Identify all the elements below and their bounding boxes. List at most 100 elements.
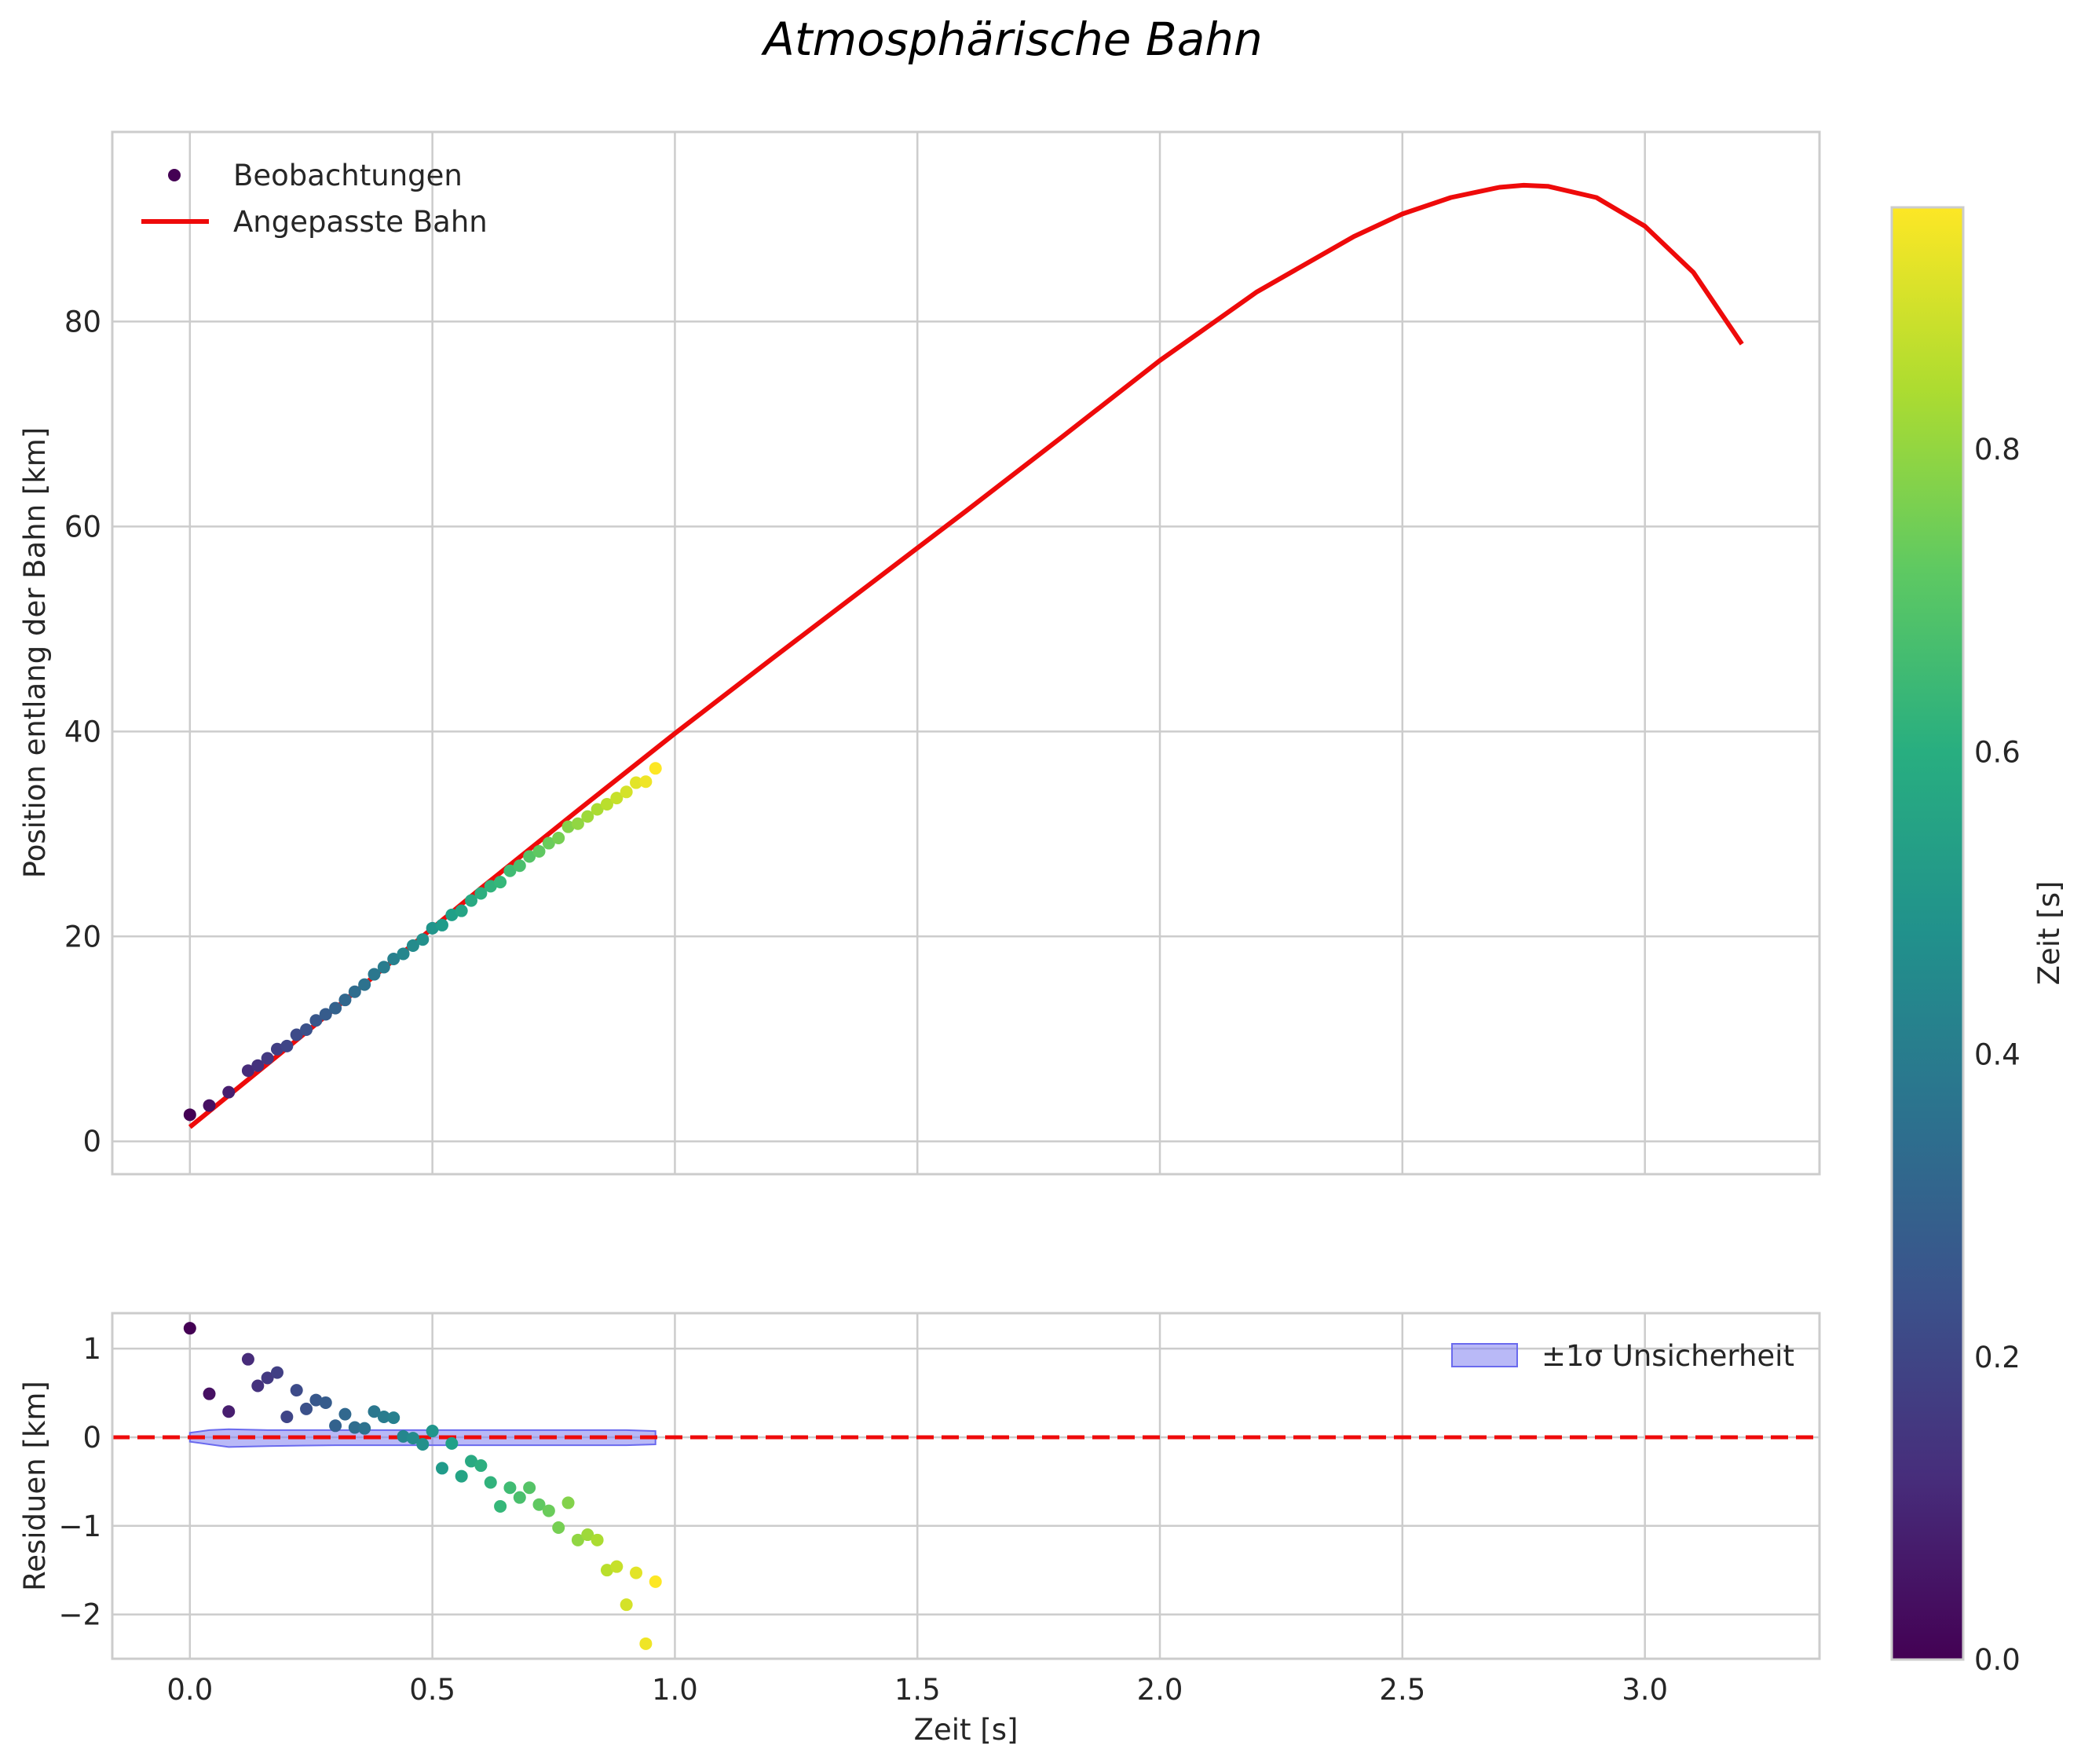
observation-point <box>571 817 584 830</box>
residual-point <box>639 1637 653 1650</box>
observation-point <box>561 820 575 833</box>
x-tick-label: 2.5 <box>1379 1673 1425 1707</box>
observation-point <box>445 908 459 921</box>
observation-point <box>387 952 400 965</box>
residual-point <box>387 1411 400 1425</box>
residual-point <box>406 1432 419 1445</box>
residuals-legend: ±1σ Unsicherheit <box>1451 1339 1794 1373</box>
residual-point <box>397 1429 410 1443</box>
observation-point <box>261 1052 274 1065</box>
observation-point <box>368 968 381 981</box>
main-y-tick-label: 20 <box>64 920 101 953</box>
residual-point <box>484 1476 497 1489</box>
residual-point <box>455 1469 468 1483</box>
residual-point <box>552 1521 565 1535</box>
residual-point <box>435 1462 448 1475</box>
residual-point <box>523 1481 536 1495</box>
observation-point <box>465 894 478 907</box>
x-tick-label: 0.0 <box>166 1673 213 1707</box>
residual-point <box>358 1422 371 1435</box>
observation-point <box>435 918 448 931</box>
observation-point <box>397 947 410 961</box>
main-y-tick-label: 0 <box>82 1125 101 1158</box>
residual-point <box>319 1396 332 1409</box>
observation-point <box>484 880 497 893</box>
x-tick-label: 3.0 <box>1622 1673 1668 1707</box>
residual-point <box>465 1455 478 1468</box>
fitted-trajectory-line <box>188 182 1744 1129</box>
colorbar-tick-label: 0.4 <box>1974 1038 2021 1072</box>
observation-point <box>503 864 517 877</box>
observation-point <box>610 792 624 805</box>
residual-point <box>474 1459 488 1473</box>
residual-point <box>591 1533 604 1546</box>
main-axes-frame <box>111 130 1821 1176</box>
observation-point <box>338 994 352 1007</box>
colorbar-tick-label: 0.2 <box>1974 1341 2021 1374</box>
residual-point <box>290 1384 303 1397</box>
x-tick-label: 0.5 <box>409 1673 455 1707</box>
x-tick-label: 1.0 <box>652 1673 698 1707</box>
observation-point <box>532 844 546 858</box>
legend-label-observations: Beobachtungen <box>233 159 463 192</box>
observation-point <box>329 1001 342 1015</box>
colorbar-label: Zeit [s] <box>2032 881 2066 986</box>
residual-point <box>513 1491 526 1504</box>
observation-point <box>581 810 594 823</box>
observation-point <box>319 1008 332 1021</box>
residual-point <box>270 1366 283 1379</box>
observation-point <box>406 939 419 953</box>
colorbar-tick-label: 0.8 <box>1974 433 2021 467</box>
residual-point <box>309 1393 323 1407</box>
residual-point <box>561 1496 575 1510</box>
colorbar-tick-label: 0.0 <box>1974 1643 2021 1677</box>
observation-point <box>620 785 633 799</box>
residual-point <box>251 1379 265 1393</box>
residual-point <box>532 1498 546 1511</box>
observation-point <box>300 1023 313 1037</box>
colorbar-ticks: 0.0 0.2 0.4 0.6 0.8 <box>1974 433 2021 1677</box>
observation-point <box>455 904 468 917</box>
residuals-x-ticks: 0.0 0.5 1.0 1.5 2.0 2.5 3.0 <box>166 1673 1668 1707</box>
observation-point <box>183 1108 196 1122</box>
residuals-y-ticks: −2 −1 0 1 <box>58 1332 101 1631</box>
observation-point <box>513 859 526 873</box>
residual-point <box>503 1481 517 1495</box>
residual-point <box>600 1564 613 1577</box>
residual-point <box>377 1411 390 1423</box>
observation-point <box>494 876 507 889</box>
main-legend: Beobachtungen Angepasste Bahn <box>141 159 488 239</box>
res-y-tick-label: −1 <box>58 1510 101 1543</box>
colorbar: 0.0 0.2 0.4 0.6 0.8 Zeit [s] <box>1890 206 2066 1677</box>
observation-point <box>309 1014 323 1027</box>
observation-point <box>552 832 565 845</box>
residual-point <box>630 1566 643 1579</box>
residual-point <box>542 1504 555 1517</box>
residual-point <box>222 1405 236 1418</box>
observation-point <box>542 836 555 850</box>
observation-point <box>416 933 430 946</box>
colorbar-gradient <box>1890 206 1965 1661</box>
res-y-tick-label: 0 <box>82 1421 101 1455</box>
main-y-tick-label: 80 <box>64 305 101 339</box>
residual-point <box>426 1425 439 1438</box>
legend-marker-observations <box>168 169 181 181</box>
observation-point <box>251 1059 265 1072</box>
residual-point <box>348 1421 361 1434</box>
residual-point <box>610 1560 624 1573</box>
main-y-tick-label: 60 <box>64 510 101 543</box>
main-y-axis-label: Position entlang der Bahn [km] <box>18 427 52 878</box>
residual-point <box>329 1419 342 1433</box>
residual-point <box>571 1533 584 1546</box>
residual-point <box>261 1371 274 1385</box>
observation-point <box>649 762 662 775</box>
residuals-panel: −2 −1 0 1 0.0 0.5 1.0 1.5 2.0 2.5 3.0 Residuen [k… <box>18 1312 1821 1747</box>
observation-point <box>290 1028 303 1041</box>
observation-point <box>639 775 653 789</box>
x-axis-label: Zeit [s] <box>914 1713 1019 1747</box>
residual-point <box>368 1405 381 1418</box>
residual-point <box>338 1407 352 1421</box>
observation-point <box>426 921 439 935</box>
x-tick-label: 1.5 <box>894 1673 941 1707</box>
